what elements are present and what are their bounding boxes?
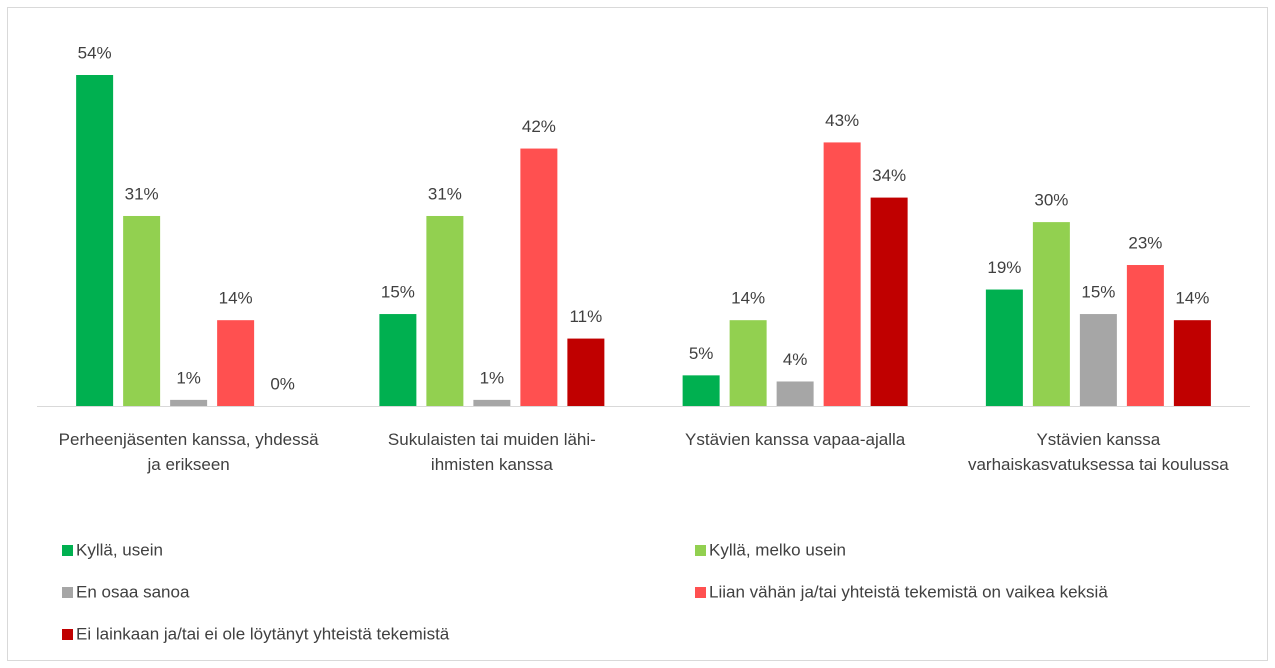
bar [1173,320,1211,406]
data-label: 14% [1175,289,1209,308]
bar [170,399,208,406]
data-label: 15% [381,283,415,302]
data-label: 31% [125,184,159,203]
legend-swatch [695,587,706,598]
bar [1032,222,1070,406]
bar [1079,314,1117,406]
data-label: 15% [1081,283,1115,302]
bar [217,320,255,406]
data-label: 23% [1128,234,1162,253]
bar [870,197,908,406]
data-label: 19% [987,258,1021,277]
bar [473,399,511,406]
data-label: 4% [783,350,808,369]
x-tick-label: Ystävien kanssa vapaa-ajalla [685,430,906,449]
data-label: 30% [1034,191,1068,210]
bar [379,314,417,406]
bar [520,148,558,407]
legend-label: Kyllä, usein [76,540,163,559]
legend-swatch [62,545,73,556]
bar [729,320,767,406]
bar [682,375,720,406]
data-label: 14% [219,289,253,308]
legend-label: Ei lainkaan ja/tai ei ole löytänyt yhtei… [76,624,450,643]
data-label: 43% [825,111,859,130]
bar [123,215,161,406]
data-label: 34% [872,166,906,185]
bar [985,289,1023,406]
x-tick-label: Ystävien kanssa varhaiskasvatuksessa tai… [967,430,1229,474]
legend-label: Liian vähän ja/tai yhteistä tekemistä on… [709,582,1108,601]
legend-label: En osaa sanoa [76,582,190,601]
legend-swatch [62,587,73,598]
x-tick-label: Perheenjäsenten kanssa, yhdessä ja eriks… [58,430,319,474]
data-label: 42% [522,117,556,136]
legend-label: Kyllä, melko usein [709,540,846,559]
legend-swatch [695,545,706,556]
bar [76,75,114,406]
bar [567,338,605,406]
chart-border [7,7,1268,661]
data-label: 0% [270,374,295,393]
data-label: 14% [731,289,765,308]
data-label: 5% [689,344,714,363]
bar [823,142,861,407]
data-label: 11% [569,307,602,326]
bar [426,215,464,406]
bar [1126,265,1164,406]
x-tick-label: Sukulaisten tai muiden lähi-ihmisten kan… [387,430,596,474]
bar [776,381,814,406]
data-label: 31% [428,184,462,203]
data-label: 1% [480,368,505,387]
data-label: 1% [176,368,201,387]
legend-swatch [62,629,73,640]
data-label: 54% [78,43,112,62]
